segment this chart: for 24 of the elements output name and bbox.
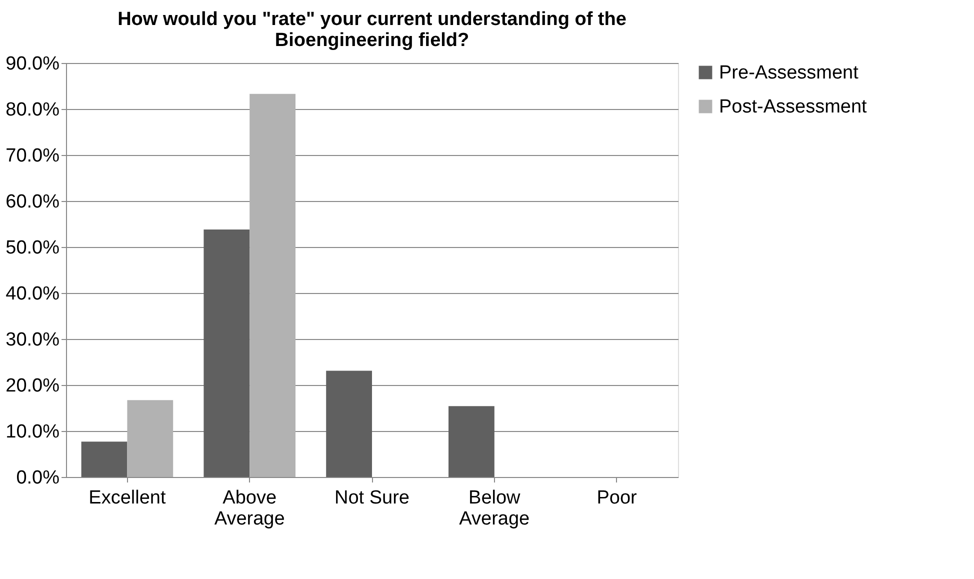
x-tick-label: Below Average <box>459 488 530 530</box>
y-tick-label: 90.0% <box>6 54 60 74</box>
bar <box>448 406 494 477</box>
x-tick-label: Poor <box>596 488 638 508</box>
y-tick-label: 50.0% <box>6 238 60 258</box>
x-tick-label: Not Sure <box>334 488 410 508</box>
bar <box>81 442 128 477</box>
bar <box>204 230 250 477</box>
chart-title: How would you "rate" your current understanding of the Bioengineering field? <box>118 9 626 51</box>
bar <box>326 370 372 477</box>
y-tick-label: 40.0% <box>6 284 60 304</box>
legend-label: Pre-Assessment <box>719 62 860 84</box>
y-tick-label: 10.0% <box>6 422 60 442</box>
y-tick-label: 0.0% <box>16 468 60 488</box>
y-tick-label: 30.0% <box>6 330 60 350</box>
legend-label: Post-Assessment <box>719 96 868 118</box>
y-tick-label: 80.0% <box>6 100 60 120</box>
x-tick-label: Above Average <box>214 488 285 530</box>
x-tick-label: Excellent <box>88 488 166 508</box>
y-tick-label: 60.0% <box>6 192 60 212</box>
bar <box>250 94 296 477</box>
y-tick-label: 70.0% <box>6 146 60 166</box>
bar <box>127 400 174 477</box>
y-tick-label: 20.0% <box>6 376 60 396</box>
